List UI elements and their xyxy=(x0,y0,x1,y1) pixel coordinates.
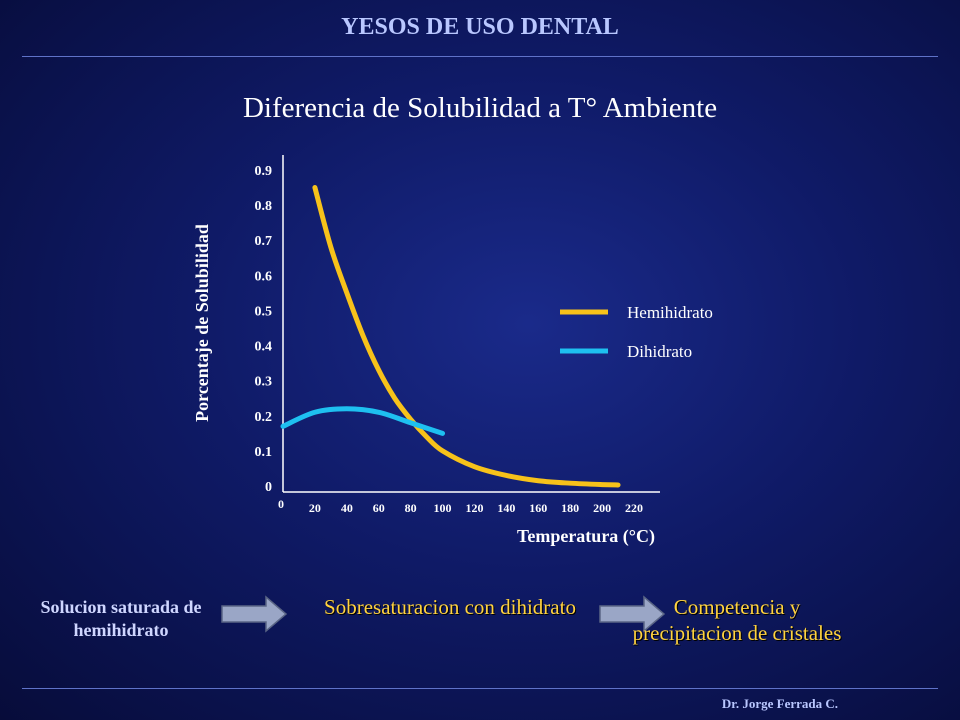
y-tick-label: 0.7 xyxy=(255,234,273,249)
bottom-divider xyxy=(22,688,938,689)
flow-step-saturated-solution: Solucion saturada de hemihidrato xyxy=(40,597,202,640)
x-tick-label: 20 xyxy=(309,501,321,515)
flow-step-crystal-precipitation: Competencia y precipitacion de cristales xyxy=(632,595,842,646)
x-tick-label: 140 xyxy=(497,501,515,515)
x-tick-label: 40 xyxy=(341,501,353,515)
x-tick-label: 160 xyxy=(529,501,547,515)
footer-author: Dr. Jorge Ferrada C. xyxy=(721,696,838,711)
hemihidrato-series-line xyxy=(312,185,621,488)
x-tick-label: 100 xyxy=(434,501,452,515)
y-tick-label: 0.6 xyxy=(255,269,273,284)
y-tick-label: 0.2 xyxy=(255,410,273,425)
top-divider xyxy=(22,56,938,57)
x-tick-labels: 0 20 40 60 80 100 120 140 160 180 200 220 xyxy=(278,497,643,515)
y-tick-label: 0.8 xyxy=(255,199,273,214)
flow-arrow-2 xyxy=(599,595,666,633)
dihidrato-series-line xyxy=(280,406,446,436)
x-axis-label: Temperatura (°C) xyxy=(517,526,655,547)
y-axis-label: Porcentaje de Solubilidad xyxy=(192,224,212,422)
y-tick-label: 0.9 xyxy=(255,164,273,179)
slide-title: Diferencia de Solubilidad a T° Ambiente xyxy=(242,92,718,124)
x-tick-label: 220 xyxy=(625,501,643,515)
y-tick-label: 0.4 xyxy=(255,340,273,355)
flow-step-supersaturation: Sobresaturacion con dihidrato xyxy=(324,595,576,619)
x-tick-label: 200 xyxy=(593,501,611,515)
x-tick-label: 180 xyxy=(561,501,579,515)
y-tick-label: 0.1 xyxy=(255,445,273,460)
x-tick-label: 80 xyxy=(405,501,417,515)
y-tick-labels: 0 0.1 0.2 0.3 0.4 0.5 0.6 0.7 0.8 0.9 xyxy=(255,164,273,495)
legend: Hemihidrato Dihidrato xyxy=(560,303,713,361)
series-lines xyxy=(280,185,621,488)
legend-label-hemihidrato: Hemihidrato xyxy=(627,303,713,322)
y-tick-label: 0.5 xyxy=(255,304,273,319)
y-tick-label: 0.3 xyxy=(255,375,273,390)
x-tick-label: 120 xyxy=(465,501,483,515)
y-tick-label: 0 xyxy=(265,480,272,495)
legend-label-dihidrato: Dihidrato xyxy=(627,342,692,361)
x-tick-label: 0 xyxy=(278,497,284,511)
flow-arrow-1 xyxy=(221,595,288,633)
x-tick-label: 60 xyxy=(373,501,385,515)
header-title: YESOS DE USO DENTAL xyxy=(341,14,619,40)
